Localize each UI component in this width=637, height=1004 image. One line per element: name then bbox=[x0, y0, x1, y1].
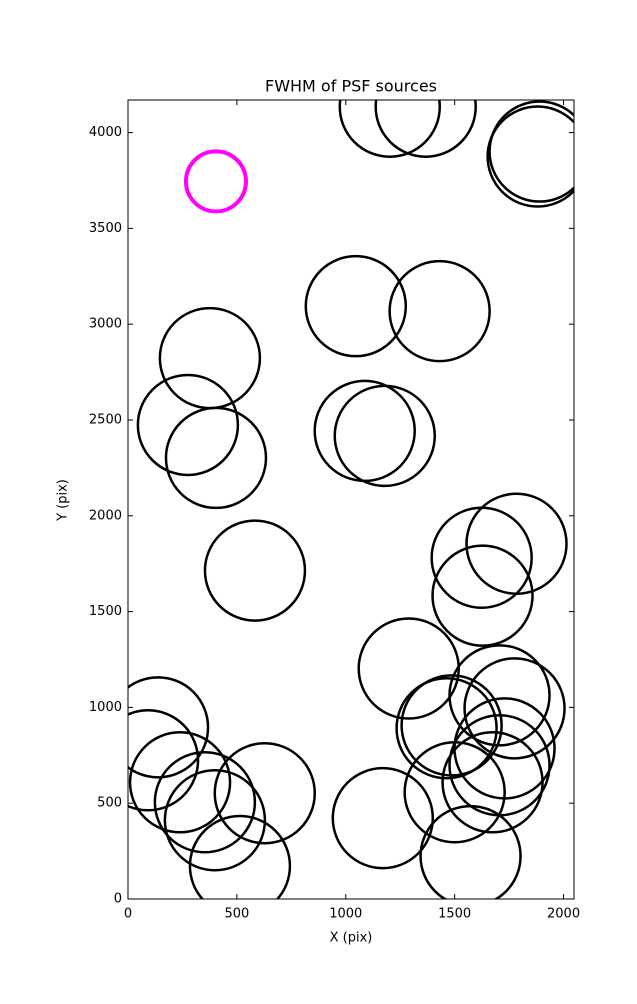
y-tick-label: 2500 bbox=[89, 412, 122, 427]
source-circle bbox=[136, 373, 240, 477]
plot-frame bbox=[127, 99, 575, 900]
source-circle bbox=[333, 384, 437, 488]
source-circle bbox=[331, 766, 435, 870]
source-circle bbox=[431, 544, 534, 647]
y-tick-label: 500 bbox=[97, 796, 122, 811]
y-tick-label: 1000 bbox=[89, 700, 122, 715]
source-circle bbox=[338, 100, 441, 158]
x-tick-label: 2000 bbox=[547, 907, 580, 922]
source-circle bbox=[441, 731, 544, 834]
y-tick-label: 0 bbox=[114, 892, 122, 907]
source-circle bbox=[304, 254, 408, 358]
source-circle bbox=[395, 677, 498, 780]
chart-title: FWHM of PSF sources bbox=[265, 77, 437, 96]
source-circle bbox=[128, 676, 210, 779]
source-circle bbox=[486, 105, 574, 208]
plot-area bbox=[128, 100, 574, 899]
y-tick-label: 4000 bbox=[89, 125, 122, 140]
source-circle bbox=[419, 804, 522, 899]
y-tick-label: 3500 bbox=[89, 221, 122, 236]
source-circle bbox=[388, 259, 491, 363]
source-circle bbox=[188, 814, 292, 899]
source-circle bbox=[448, 644, 551, 747]
y-tick-label: 2000 bbox=[89, 508, 122, 523]
x-tick-label: 0 bbox=[124, 907, 132, 922]
source-circle bbox=[153, 750, 257, 854]
x-tick-label: 1000 bbox=[329, 907, 362, 922]
source-circle bbox=[403, 741, 506, 844]
source-circle bbox=[128, 709, 200, 812]
source-circle bbox=[164, 406, 268, 510]
source-circle bbox=[463, 657, 566, 760]
y-axis-label: Y (pix) bbox=[56, 479, 71, 522]
source-circle bbox=[163, 768, 267, 872]
source-circle bbox=[488, 100, 574, 203]
x-tick-label: 500 bbox=[224, 907, 249, 922]
y-tick-label: 3000 bbox=[89, 317, 122, 332]
source-circle bbox=[128, 731, 232, 834]
y-tick-label: 1500 bbox=[89, 604, 122, 619]
reference-circle bbox=[183, 149, 248, 214]
source-circle bbox=[203, 519, 307, 622]
source-circle bbox=[465, 492, 568, 596]
x-tick-label: 1500 bbox=[438, 907, 471, 922]
x-axis-label: X (pix) bbox=[330, 931, 373, 946]
source-circle bbox=[213, 741, 317, 845]
source-circle bbox=[374, 100, 477, 158]
